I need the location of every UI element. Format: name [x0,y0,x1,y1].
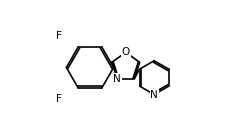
Text: F: F [56,31,62,41]
Text: F: F [56,94,62,104]
Text: O: O [122,47,130,57]
Text: N: N [150,90,158,99]
Text: N: N [113,74,121,84]
